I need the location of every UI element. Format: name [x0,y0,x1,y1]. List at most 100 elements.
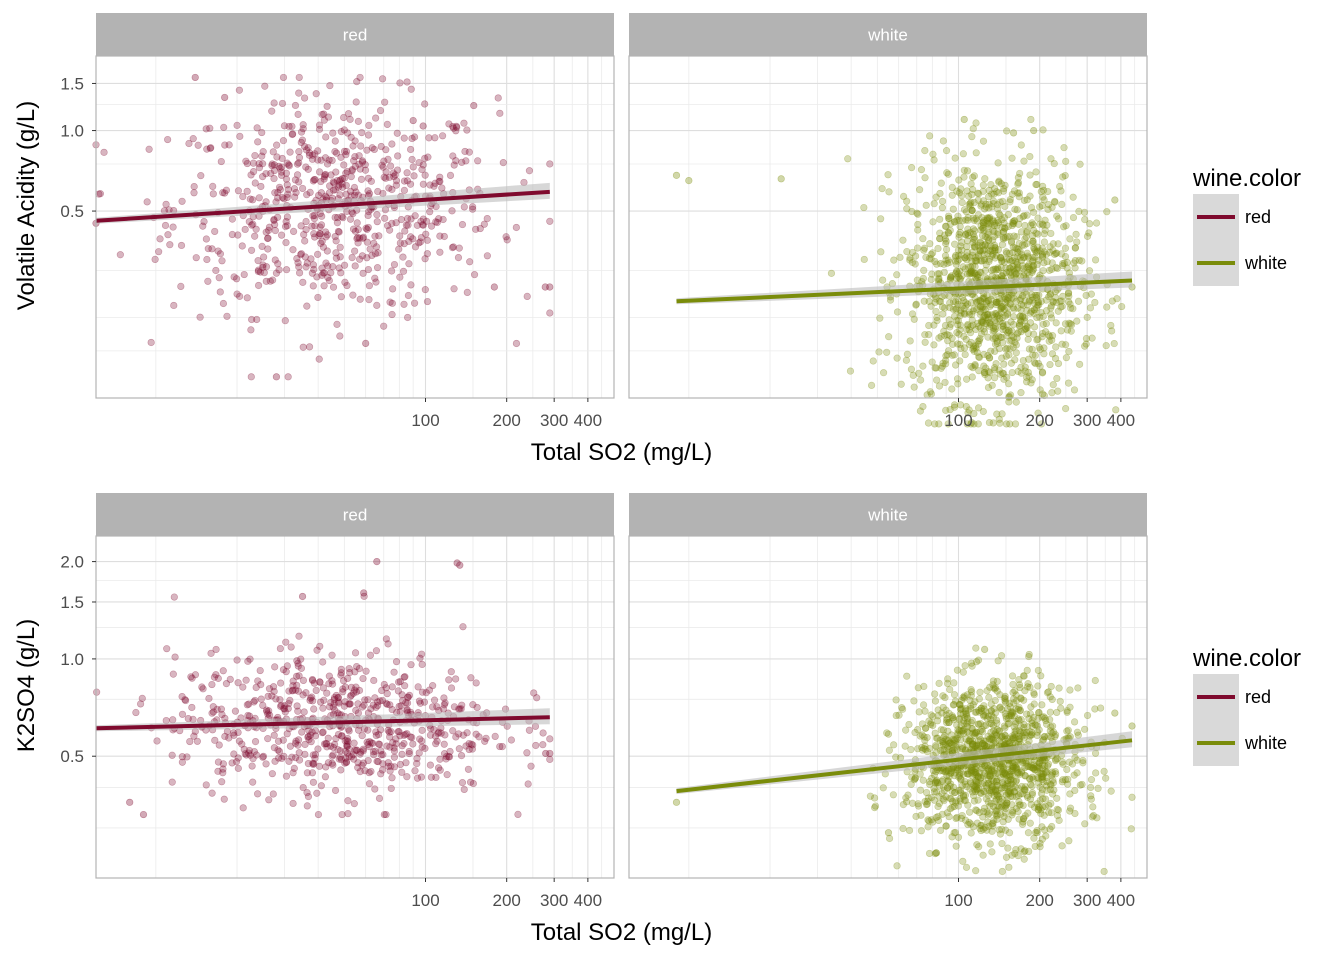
data-point [402,221,411,229]
data-point [958,198,966,207]
data-point [1113,295,1121,303]
data-point [274,194,282,202]
legend-label-white: white [1244,253,1287,273]
data-point [1015,676,1023,684]
data-point [349,291,357,299]
x-tick-label: 200 [1025,411,1053,430]
data-point [1010,313,1018,321]
data-point [401,682,409,690]
x-tick-label: 100 [411,411,439,430]
data-point [433,737,441,745]
data-point [539,729,547,737]
data-point [1027,290,1036,299]
data-point [398,691,406,699]
data-point [971,243,979,251]
data-point [1000,228,1008,236]
data-point [221,93,229,102]
data-point [1022,233,1030,241]
data-point [935,782,944,790]
data-point [371,232,379,240]
data-point [1045,266,1054,274]
x-tick-label: 200 [492,891,520,910]
data-point [350,157,358,165]
data-point [196,313,204,321]
data-point [1007,767,1016,775]
data-point [335,228,343,236]
data-point [297,138,305,147]
data-point [373,211,381,219]
data-point [163,645,171,653]
data-point [367,767,375,776]
data-point [952,743,960,751]
data-point [955,176,963,184]
data-point [401,227,409,235]
data-point [343,167,351,176]
y-tick-label: 2.0 [60,553,84,572]
data-point [1030,358,1038,366]
data-point [1051,197,1059,206]
data-point [938,197,947,205]
data-point [1030,713,1038,721]
data-point [1085,229,1093,237]
data-point [1029,265,1038,273]
data-point [1033,731,1041,740]
data-point [941,252,950,260]
data-point [351,137,359,145]
data-point [293,681,301,689]
data-point [307,738,315,746]
data-point [278,171,286,179]
data-point [307,255,315,263]
data-point [162,200,170,208]
data-point [409,235,417,243]
data-point [309,282,317,290]
data-point [332,168,340,176]
data-point [1008,368,1016,377]
data-point [365,296,373,304]
panel-border [95,55,615,399]
data-point [340,174,349,182]
data-point [326,182,334,190]
data-point [332,237,340,245]
data-point [1030,299,1038,307]
data-point [355,234,364,242]
data-point [967,704,975,713]
data-point [963,375,971,383]
data-point [358,129,366,137]
data-point [246,195,254,203]
data-point [446,171,455,179]
data-point [282,772,291,780]
data-point [546,160,554,168]
data-point [184,715,192,723]
data-point [465,745,473,754]
data-point [242,676,250,684]
data-point [685,176,693,185]
data-point [314,745,322,753]
data-point [964,225,972,233]
data-point [363,225,371,233]
data-point [1070,386,1079,394]
data-point [315,125,324,133]
data-point [926,240,934,248]
data-point [979,808,988,816]
data-point [331,137,339,145]
data-point [430,725,438,734]
data-point [452,122,460,130]
data-point [385,184,393,192]
data-point [938,303,947,311]
data-point [916,786,925,794]
data-point [271,220,279,229]
data-point [161,221,170,230]
data-point [1033,722,1041,730]
data-point [1033,826,1041,835]
data-point [963,167,972,175]
data-point [1019,818,1027,826]
data-point [989,334,997,342]
data-point [1033,291,1041,299]
data-point [926,388,934,396]
data-point [185,139,193,148]
data-point [948,385,956,393]
data-point [997,263,1005,272]
data-point [1061,252,1070,261]
data-point [256,666,264,675]
